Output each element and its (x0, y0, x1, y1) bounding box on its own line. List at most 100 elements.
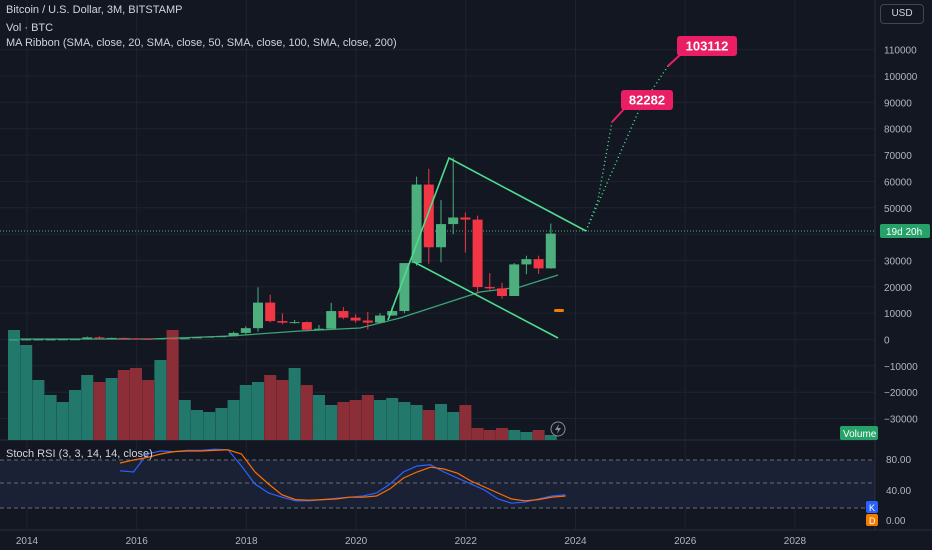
candle-body (106, 337, 117, 339)
price-tick-label: 90000 (884, 98, 912, 109)
candle-body (265, 302, 276, 322)
candle-body (533, 259, 544, 269)
target-label-box (677, 36, 737, 56)
volume-bars (8, 330, 557, 440)
symbol-title: Bitcoin / U.S. Dollar, 3M, BITSTAMP (6, 4, 183, 16)
candle-body (204, 336, 215, 338)
candle-body (131, 338, 141, 340)
countdown-text: 19d 20h (886, 227, 922, 238)
candle-body (21, 339, 32, 341)
time-tick-label: 2024 (564, 536, 587, 547)
volume-bar (337, 402, 350, 440)
volume-bar (178, 400, 191, 440)
volume-bar (81, 375, 94, 440)
volume-bar (191, 410, 203, 440)
volume-bar (264, 375, 277, 440)
volume-bar (93, 382, 106, 440)
price-tick-label: 60000 (884, 177, 912, 188)
volume-bar (69, 390, 81, 440)
candle-body (228, 332, 239, 337)
candle-body (350, 317, 361, 321)
volume-legend: Vol · BTC (6, 22, 54, 34)
projection-103112 (585, 65, 669, 232)
time-tick-label: 2018 (235, 536, 258, 547)
target-label-box (621, 90, 673, 110)
time-axis[interactable]: 2014 2016 2018 2020 2022 2024 2026 2028 (0, 529, 932, 547)
candle-body (436, 224, 446, 248)
candle-body (509, 264, 520, 297)
candle-body (314, 328, 324, 330)
volume-bar (203, 412, 216, 440)
volume-bar (447, 412, 460, 440)
price-axis[interactable]: 1100001000009000080000700006000050000400… (874, 0, 932, 550)
k-badge-text: K (869, 503, 875, 513)
candle-body (167, 338, 178, 340)
volume-bar (56, 402, 69, 440)
volume-bar (398, 402, 411, 440)
candles[interactable] (9, 157, 556, 341)
candle-body (545, 233, 556, 269)
volume-bar (142, 380, 155, 440)
target-labels[interactable]: 82282 103112 (611, 36, 737, 123)
volume-bar (386, 398, 399, 440)
candle-body (399, 263, 410, 312)
candle-body (289, 322, 300, 324)
currency-button[interactable]: USD (880, 4, 924, 24)
rsi-tick-label: 80.00 (886, 455, 911, 466)
volume-bar (483, 430, 496, 440)
candle-body (94, 337, 105, 339)
price-tick-label: 70000 (884, 151, 912, 162)
target-connector (611, 107, 626, 123)
price-tick-label: 0 (884, 336, 890, 347)
price-tick-label: 10000 (884, 309, 912, 320)
time-tick-label: 2022 (455, 536, 478, 547)
target-label-text: 82282 (629, 93, 665, 108)
candle-body (472, 219, 483, 288)
volume-bar (166, 330, 179, 440)
price-tick-label: −20000 (884, 388, 918, 399)
candle-body (362, 320, 373, 323)
candle-body (497, 288, 507, 297)
ma-ribbon-legend: MA Ribbon (SMA, close, 20, SMA, close, 5… (6, 37, 397, 49)
volume-bar (471, 428, 484, 440)
rsi-tick-label: 0.00 (886, 516, 906, 527)
trendlines[interactable] (387, 65, 669, 339)
volume-bar (422, 410, 435, 440)
target-connector (667, 53, 682, 67)
volume-bar (227, 400, 240, 440)
candle-body (192, 336, 202, 339)
time-tick-label: 2014 (16, 536, 39, 547)
volume-bar (215, 408, 228, 440)
time-tick-label: 2020 (345, 536, 368, 547)
candle-body (155, 338, 166, 340)
price-tick-label: 50000 (884, 204, 912, 215)
volume-bar (20, 345, 33, 440)
k-badge (866, 501, 878, 513)
d-badge-text: D (869, 516, 876, 526)
price-axis-bg (875, 0, 932, 550)
volume-bar (325, 405, 338, 440)
volume-bar (435, 404, 447, 440)
volume-bar (276, 380, 289, 440)
axis-badges: 19d 20h Volume KD (840, 224, 930, 526)
price-tick-label: −30000 (884, 415, 918, 426)
misc-markers (550, 309, 566, 437)
rsi-tick-label: 40.00 (886, 486, 911, 497)
volume-bar (105, 378, 118, 440)
volume-bar (349, 400, 362, 440)
volume-bar (508, 430, 521, 440)
volume-bar (117, 370, 130, 440)
candle-body (375, 315, 385, 323)
time-tick-label: 2026 (674, 536, 697, 547)
candle-body (57, 339, 68, 341)
candle-body (521, 259, 532, 265)
event-icon (550, 421, 566, 437)
volume-bar (8, 330, 20, 440)
volume-bar (361, 395, 374, 440)
volume-badge-text: Volume (843, 429, 877, 440)
candle-body (143, 338, 154, 340)
time-tick-label: 2016 (126, 536, 149, 547)
candle-body (70, 339, 80, 341)
volume-bar (32, 380, 45, 440)
